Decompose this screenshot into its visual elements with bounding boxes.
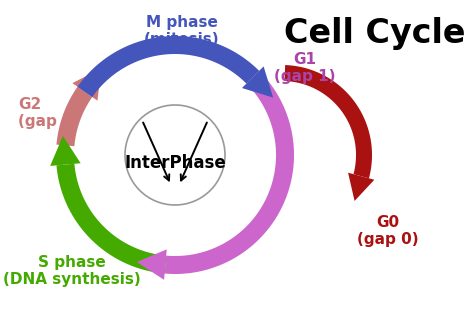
- Polygon shape: [50, 136, 81, 166]
- Text: InterPhase: InterPhase: [124, 154, 226, 172]
- Text: G1
(gap 1): G1 (gap 1): [274, 52, 336, 84]
- Polygon shape: [348, 173, 374, 201]
- Polygon shape: [137, 249, 167, 280]
- Polygon shape: [242, 66, 273, 98]
- Text: M phase
(mitosis): M phase (mitosis): [144, 15, 220, 47]
- Polygon shape: [56, 164, 166, 274]
- Text: S phase
(DNA synthesis): S phase (DNA synthesis): [3, 255, 141, 287]
- Polygon shape: [78, 36, 259, 97]
- Text: Cell Cycle: Cell Cycle: [284, 17, 466, 49]
- Polygon shape: [73, 68, 101, 101]
- Polygon shape: [164, 71, 294, 274]
- Text: G2
(gap 2): G2 (gap 2): [18, 97, 80, 129]
- Polygon shape: [284, 65, 372, 178]
- Text: G0
(gap 0): G0 (gap 0): [357, 215, 419, 247]
- Polygon shape: [56, 87, 92, 146]
